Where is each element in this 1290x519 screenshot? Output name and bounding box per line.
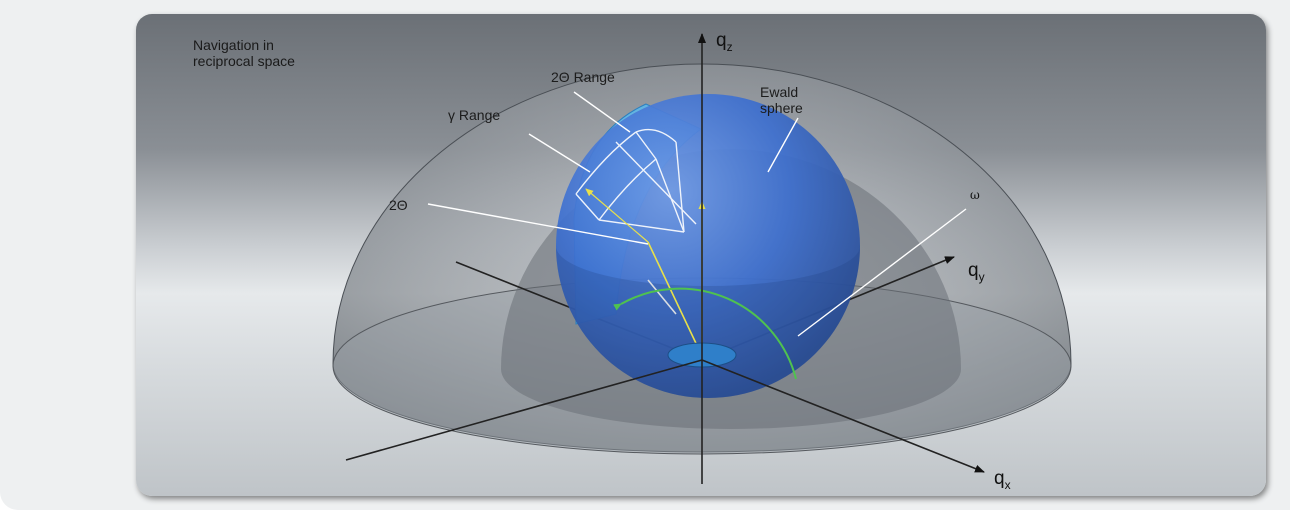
omega-arc [613,287,797,380]
qy-axis-front [944,256,955,264]
diagram-card: Navigation in reciprocal space 2Θ Range … [136,14,1266,496]
beam-vector [647,241,703,357]
diagram-title-line1: Navigation in [193,37,274,53]
scattered-vector-2 [585,188,649,243]
qx-axis-label: qx [994,468,1011,492]
gamma-range-label: γ Range [448,107,500,123]
diagram-title-line2: reciprocal space [193,53,295,69]
reciprocal-space-diagram: Navigation in reciprocal space 2Θ Range … [193,30,1072,492]
ewald-sphere [556,94,860,398]
leader-lines [427,91,967,337]
qz-axis-label: qz [716,30,733,54]
ewald-sphere-shade [556,246,860,398]
qy-axis-label: qy [968,260,985,284]
scan-range-wireframe [575,128,697,233]
two-theta-range-label: 2Θ Range [551,69,615,85]
qx-axis-front [701,359,985,473]
omega-label: ω [970,188,980,202]
neg-y-axis [345,359,703,461]
two-theta-arc [647,279,677,315]
two-theta-label: 2Θ [389,197,408,213]
ewald-label-line1: Ewald [760,84,798,100]
ewald-label-line2: sphere [760,100,803,116]
